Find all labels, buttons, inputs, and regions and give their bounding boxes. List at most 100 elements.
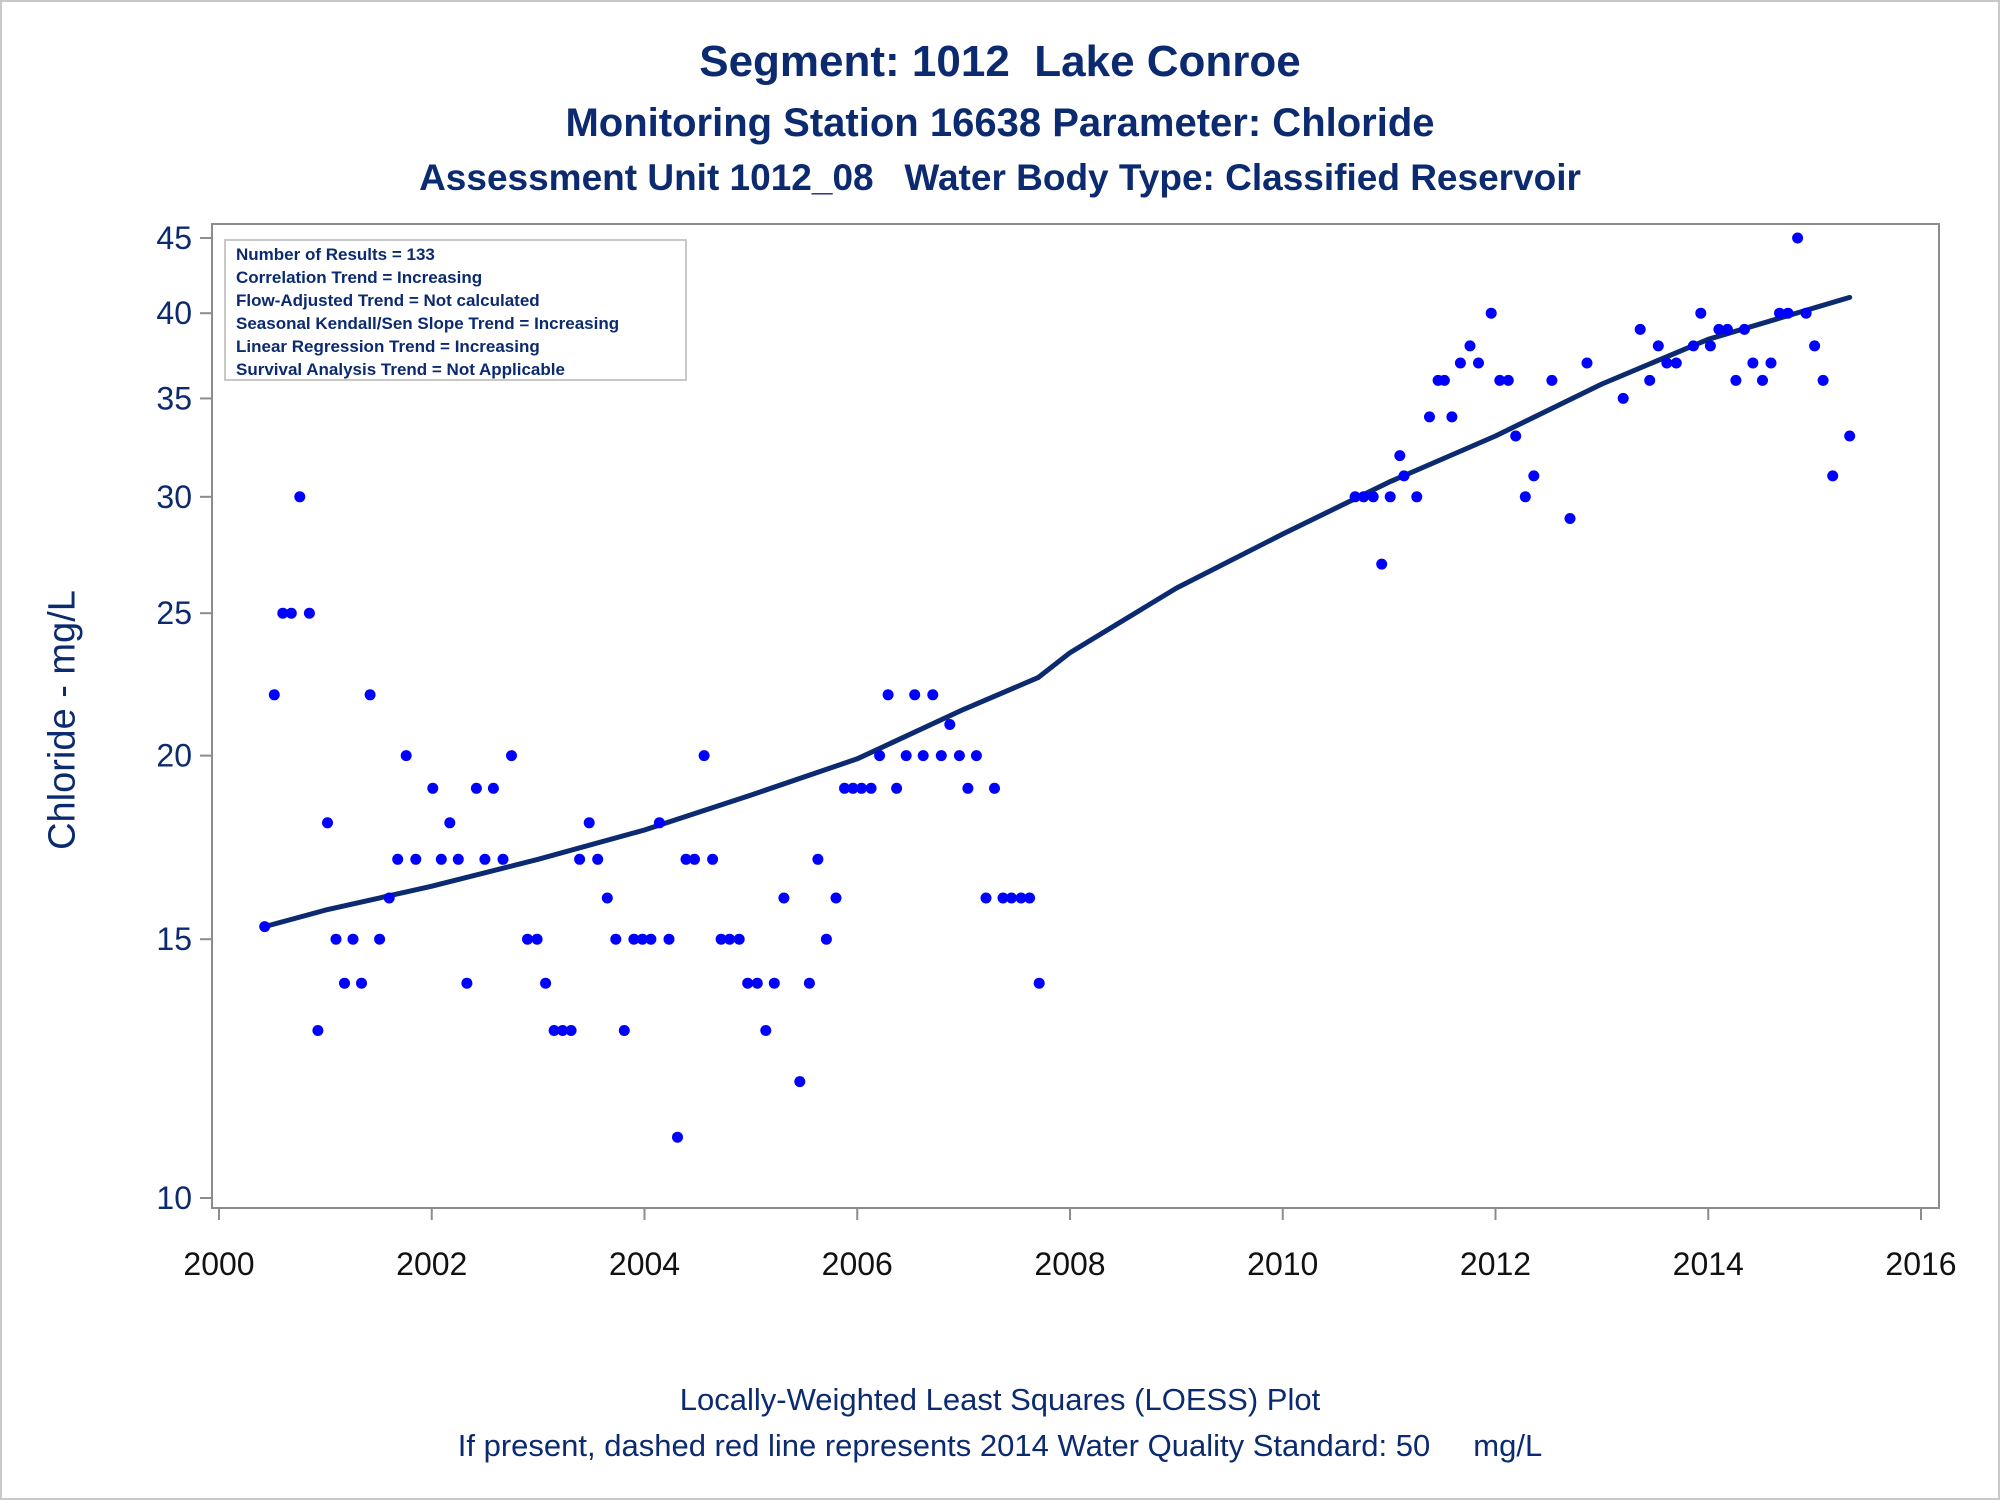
data-point xyxy=(917,750,929,762)
x-tick-label: 2010 xyxy=(1247,1246,1318,1282)
data-point xyxy=(1765,357,1777,369)
data-point xyxy=(574,853,586,865)
data-point xyxy=(865,782,877,794)
data-point xyxy=(565,1025,577,1036)
data-point xyxy=(1809,340,1821,352)
data-point xyxy=(1704,340,1716,352)
data-point xyxy=(1634,323,1646,335)
y-tick-label: 40 xyxy=(156,295,192,331)
data-point xyxy=(1661,357,1673,369)
data-point xyxy=(1454,357,1466,369)
x-axis: 2000 2002 2004 2006 2008 2010 2012 2014 2016 xyxy=(183,1208,1957,1282)
data-point xyxy=(803,977,815,989)
data-point xyxy=(1502,374,1514,386)
data-point xyxy=(427,782,439,794)
stats-box-line: Seasonal Kendall/Sen Slope Trend = Incre… xyxy=(236,314,619,333)
data-point xyxy=(1024,892,1036,904)
data-point xyxy=(259,921,271,933)
data-point xyxy=(724,933,736,945)
y-tick-label: 35 xyxy=(156,380,192,416)
stats-box-line: Linear Regression Trend = Increasing xyxy=(236,337,540,356)
data-point xyxy=(1782,307,1794,319)
data-point xyxy=(882,689,894,701)
data-point xyxy=(1446,411,1458,423)
data-point xyxy=(1800,307,1812,319)
data-point xyxy=(497,853,509,865)
data-point xyxy=(830,892,842,904)
data-point xyxy=(962,782,974,794)
stats-box-line: Flow-Adjusted Trend = Not calculated xyxy=(236,291,540,310)
data-point xyxy=(461,977,473,989)
y-tick-label: 30 xyxy=(156,479,192,515)
data-point xyxy=(1349,491,1361,503)
data-point xyxy=(742,977,754,989)
data-point xyxy=(294,491,306,503)
data-point xyxy=(1528,470,1540,482)
data-point xyxy=(400,750,412,762)
data-point xyxy=(812,853,824,865)
data-point xyxy=(392,853,404,865)
x-tick-label: 2000 xyxy=(183,1246,254,1282)
y-axis: 10 15 20 25 30 35 40 45 xyxy=(156,220,212,1216)
y-tick-label: 10 xyxy=(156,1180,192,1216)
data-point xyxy=(531,933,543,945)
data-point xyxy=(820,933,832,945)
data-point xyxy=(1424,411,1435,423)
data-point xyxy=(1670,357,1682,369)
data-point xyxy=(277,607,289,619)
data-point xyxy=(636,933,648,945)
data-point xyxy=(1394,450,1406,462)
x-tick-label: 2008 xyxy=(1034,1246,1105,1282)
data-point xyxy=(1033,977,1045,989)
data-point xyxy=(506,750,517,762)
data-point xyxy=(839,782,850,794)
data-point xyxy=(689,853,700,865)
footer-plot-type: Locally-Weighted Least Squares (LOESS) P… xyxy=(679,1382,1321,1417)
data-point xyxy=(663,933,675,945)
data-point xyxy=(1652,340,1664,352)
data-point xyxy=(847,782,859,794)
data-point xyxy=(1485,307,1497,319)
data-point xyxy=(1367,491,1379,503)
x-tick-label: 2016 xyxy=(1885,1246,1956,1282)
stats-box-line: Survival Analysis Trend = Not Applicable xyxy=(236,360,565,379)
data-point xyxy=(1738,323,1750,335)
chart-title: Segment: 1012 Lake Conroe xyxy=(699,37,1301,86)
data-point xyxy=(653,817,665,829)
data-point xyxy=(452,853,464,865)
data-point xyxy=(778,892,790,904)
data-point xyxy=(944,719,956,730)
data-point xyxy=(1721,323,1733,335)
data-point xyxy=(618,1025,630,1036)
chart-subtitle-station: Monitoring Station 16638 Parameter: Chlo… xyxy=(565,101,1435,145)
data-point xyxy=(364,689,376,701)
data-point xyxy=(1844,430,1856,442)
data-point xyxy=(874,750,886,762)
data-point xyxy=(487,782,499,794)
x-tick-label: 2014 xyxy=(1673,1246,1744,1282)
y-tick-label: 15 xyxy=(156,921,192,957)
data-point xyxy=(330,933,342,945)
x-tick-label: 2002 xyxy=(396,1246,467,1282)
data-point xyxy=(900,750,912,762)
data-point xyxy=(548,1025,560,1036)
data-point xyxy=(592,853,604,865)
data-point xyxy=(707,853,719,865)
y-tick-label: 20 xyxy=(156,738,192,774)
data-point xyxy=(1510,430,1522,442)
data-point xyxy=(953,750,965,762)
data-point xyxy=(1817,374,1829,386)
data-point xyxy=(1384,491,1396,503)
stats-box-line: Correlation Trend = Increasing xyxy=(236,268,482,287)
data-point xyxy=(1581,357,1593,369)
data-point xyxy=(1564,513,1576,524)
x-tick-label: 2006 xyxy=(822,1246,893,1282)
data-point xyxy=(1730,374,1742,386)
data-point xyxy=(751,977,763,989)
data-point xyxy=(989,782,1000,794)
data-point xyxy=(303,607,315,619)
data-point xyxy=(1827,470,1839,482)
plot-border xyxy=(211,223,1940,1209)
data-point xyxy=(540,977,552,989)
